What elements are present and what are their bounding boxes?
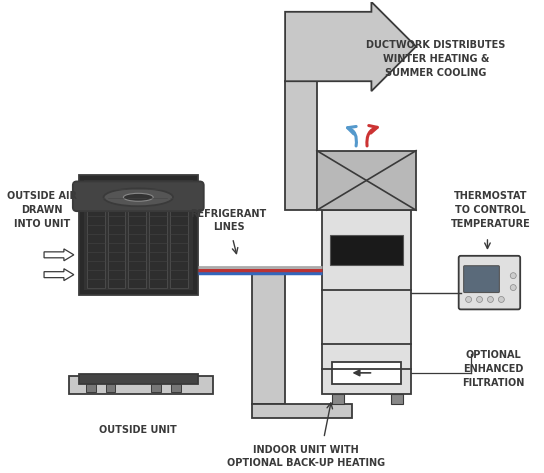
Ellipse shape	[123, 193, 153, 201]
FancyArrow shape	[44, 269, 74, 280]
Circle shape	[498, 297, 504, 302]
Text: OUTSIDE UNIT: OUTSIDE UNIT	[100, 425, 177, 436]
Circle shape	[487, 297, 493, 302]
Bar	[69, 376, 213, 394]
Bar	[330, 235, 403, 265]
Bar	[79, 374, 198, 384]
Bar	[86, 183, 104, 288]
Text: DUCTWORK DISTRIBUTES
WINTER HEATING &
SUMMER COOLING: DUCTWORK DISTRIBUTES WINTER HEATING & SU…	[366, 40, 505, 79]
Text: OPTIONAL
ENHANCED
FILTRATION: OPTIONAL ENHANCED FILTRATION	[462, 350, 524, 388]
FancyArrow shape	[44, 249, 74, 261]
Bar	[391, 394, 403, 403]
Bar	[86, 384, 96, 392]
Bar	[128, 183, 146, 288]
Circle shape	[477, 297, 483, 302]
FancyArrowPatch shape	[348, 126, 356, 146]
Bar	[332, 362, 401, 384]
Ellipse shape	[103, 188, 173, 206]
FancyBboxPatch shape	[459, 256, 520, 309]
Bar	[252, 270, 285, 403]
Text: THERMOSTAT
TO CONTROL
TEMPERATURE: THERMOSTAT TO CONTROL TEMPERATURE	[450, 191, 530, 229]
Circle shape	[466, 297, 472, 302]
Bar	[108, 183, 126, 288]
Bar	[317, 151, 416, 210]
Bar	[79, 175, 198, 295]
Bar	[84, 180, 193, 289]
Bar	[151, 384, 161, 392]
FancyBboxPatch shape	[463, 266, 499, 292]
Text: OUTSIDE AIR
DRAWN
INTO UNIT: OUTSIDE AIR DRAWN INTO UNIT	[7, 191, 77, 229]
Circle shape	[510, 285, 516, 290]
Bar	[285, 81, 317, 210]
Bar	[332, 394, 344, 403]
FancyArrowPatch shape	[367, 125, 378, 146]
Polygon shape	[285, 2, 416, 91]
Bar	[106, 384, 115, 392]
Circle shape	[510, 272, 516, 279]
Text: INDOOR UNIT WITH
OPTIONAL BACK-UP HEATING: INDOOR UNIT WITH OPTIONAL BACK-UP HEATIN…	[227, 445, 385, 468]
Text: REFRIGERANT
LINES: REFRIGERANT LINES	[190, 209, 267, 232]
Bar	[322, 210, 411, 394]
FancyBboxPatch shape	[73, 182, 204, 211]
Bar	[171, 384, 181, 392]
Bar	[149, 183, 167, 288]
Bar	[170, 183, 188, 288]
Bar	[252, 403, 351, 419]
